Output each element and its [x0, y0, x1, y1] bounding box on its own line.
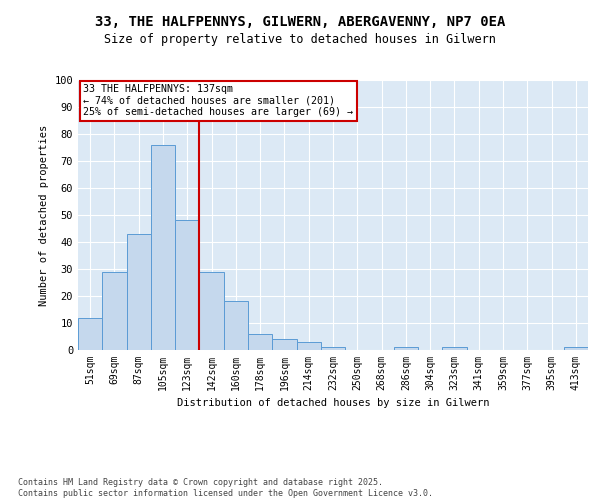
Bar [248, 334, 272, 350]
Bar [442, 348, 467, 350]
Text: 33 THE HALFPENNYS: 137sqm
← 74% of detached houses are smaller (201)
25% of semi: 33 THE HALFPENNYS: 137sqm ← 74% of detac… [83, 84, 353, 117]
Text: Size of property relative to detached houses in Gilwern: Size of property relative to detached ho… [104, 32, 496, 46]
Y-axis label: Number of detached properties: Number of detached properties [39, 124, 49, 306]
X-axis label: Distribution of detached houses by size in Gilwern: Distribution of detached houses by size … [177, 398, 489, 408]
Bar [272, 339, 296, 350]
Bar [224, 302, 248, 350]
Bar [78, 318, 102, 350]
Bar [199, 272, 224, 350]
Bar [296, 342, 321, 350]
Bar [564, 348, 588, 350]
Bar [321, 348, 345, 350]
Bar [151, 145, 175, 350]
Text: Contains HM Land Registry data © Crown copyright and database right 2025.
Contai: Contains HM Land Registry data © Crown c… [18, 478, 433, 498]
Bar [175, 220, 199, 350]
Bar [127, 234, 151, 350]
Bar [102, 272, 127, 350]
Bar [394, 348, 418, 350]
Text: 33, THE HALFPENNYS, GILWERN, ABERGAVENNY, NP7 0EA: 33, THE HALFPENNYS, GILWERN, ABERGAVENNY… [95, 15, 505, 29]
